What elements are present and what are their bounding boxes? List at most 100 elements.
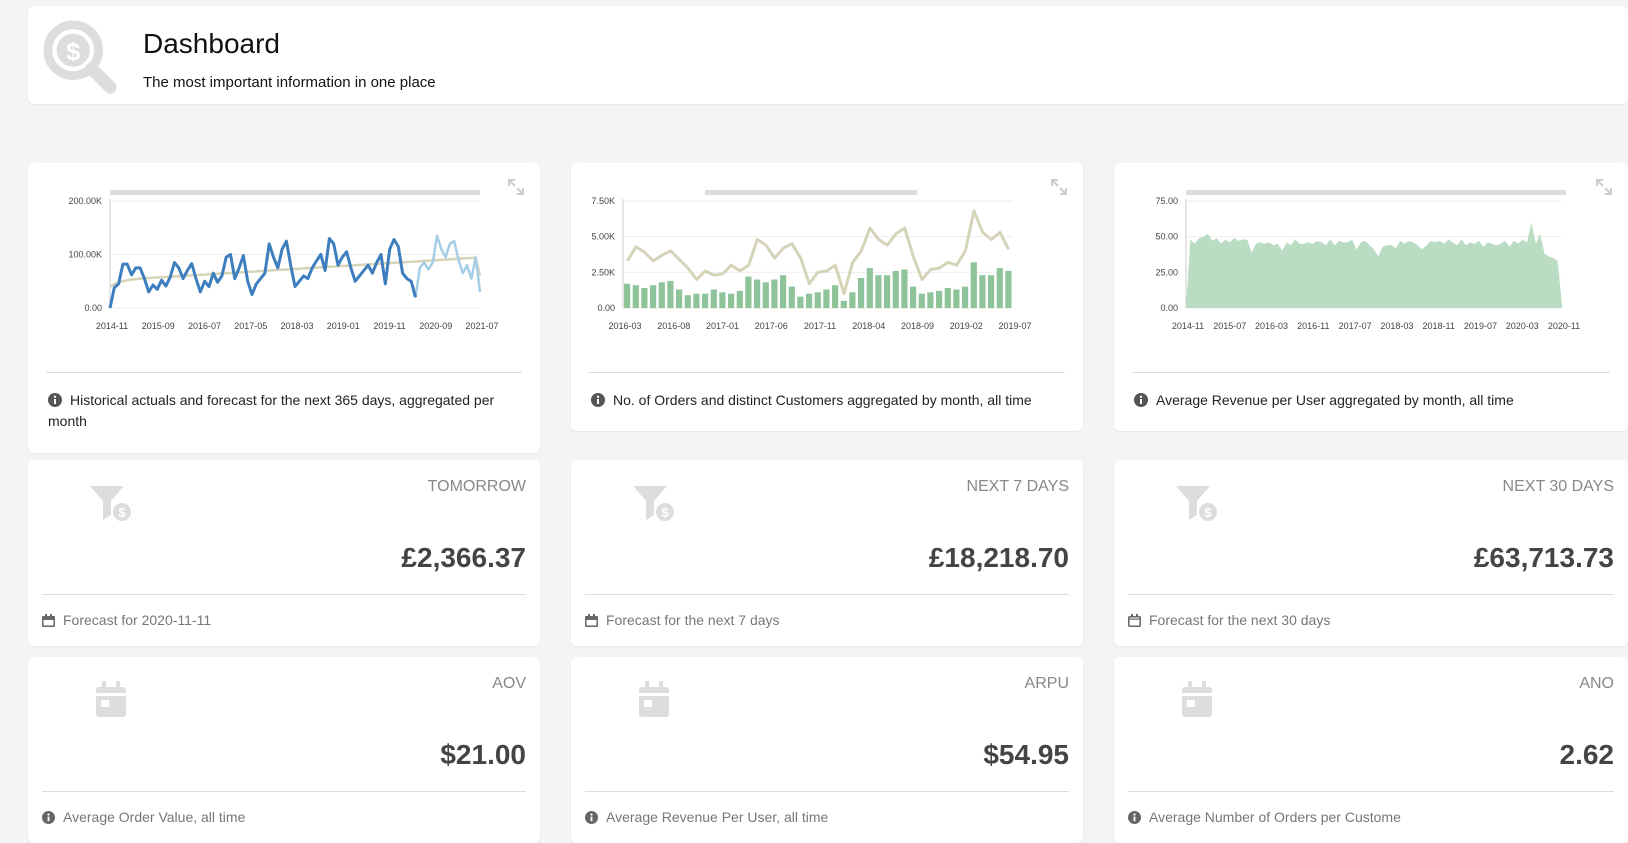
funnel-dollar-icon: $ — [1176, 486, 1219, 523]
x-tick-label: 2020-11 — [1548, 321, 1580, 331]
zoom-brush — [1186, 190, 1566, 195]
stat-card-next-30-days: $ NEXT 30 DAYS £63,713.73 Forecast for t… — [1114, 460, 1628, 646]
divider — [1128, 791, 1614, 792]
x-tick-label: 2018-04 — [852, 321, 885, 331]
info-icon — [591, 393, 605, 407]
bar — [918, 293, 925, 308]
divider — [1132, 372, 1610, 373]
x-tick-label: 2020-03 — [1506, 321, 1539, 331]
x-tick-label: 2017-06 — [755, 321, 788, 331]
series-line — [414, 234, 482, 298]
page-title: Dashboard — [143, 28, 280, 59]
orders-customers-chart: 0.00 2.50K 5.00K 7.50K 2016-03 2016-08 2017-01… — [591, 190, 1032, 331]
svg-text:$: $ — [66, 38, 80, 66]
y-tick-label: 5.00K — [591, 232, 615, 242]
chart-caption: Average Revenue per User aggregated by m… — [1134, 390, 1604, 411]
zoom-brush — [705, 190, 917, 195]
bar — [901, 269, 908, 308]
page-subtitle: The most important information in one pl… — [143, 74, 436, 91]
series-line — [626, 209, 1011, 296]
stat-label: NEXT 7 DAYS — [966, 478, 1069, 495]
bar — [745, 276, 752, 308]
bar — [658, 282, 665, 308]
bar — [1005, 270, 1012, 308]
y-tick-label: 7.50K — [591, 196, 615, 206]
bar — [823, 289, 830, 308]
bar — [832, 285, 839, 308]
x-tick-label: 2021-07 — [465, 321, 498, 331]
y-tick-label: 0.00 — [597, 303, 615, 313]
divider — [42, 791, 526, 792]
bar — [936, 290, 943, 308]
stat-value: £2,366.37 — [401, 542, 526, 573]
stat-card-arpu: ARPU $54.95 Average Revenue Per User, al… — [571, 657, 1083, 843]
divider — [1128, 594, 1614, 595]
bar — [884, 275, 891, 308]
bar — [693, 293, 700, 308]
bar — [979, 275, 986, 308]
expand-icon[interactable] — [506, 177, 526, 197]
bar — [892, 270, 899, 308]
bar — [667, 280, 674, 308]
svg-text:$: $ — [661, 505, 669, 520]
bar — [910, 286, 917, 308]
x-tick-label: 2017-11 — [804, 321, 836, 331]
stat-label: AOV — [492, 675, 526, 692]
stat-footnote-text: Forecast for 2020-11-11 — [63, 612, 212, 628]
bar — [632, 285, 639, 308]
stat-footnote-text: Average Revenue Per User, all time — [606, 809, 829, 825]
series-line — [108, 237, 417, 309]
bar — [970, 262, 977, 308]
bar — [736, 290, 743, 308]
funnel-dollar-icon: $ — [90, 486, 133, 523]
expand-icon[interactable] — [1594, 177, 1614, 197]
chart-caption-text: No. of Orders and distinct Customers agg… — [613, 392, 1032, 408]
calendar-icon — [96, 681, 126, 717]
x-tick-label: 2018-09 — [901, 321, 934, 331]
bar — [840, 300, 847, 308]
bar — [944, 288, 951, 308]
x-tick-label: 2016-11 — [1297, 321, 1329, 331]
stat-footnote: Forecast for the next 30 days — [1128, 612, 1330, 628]
x-tick-label: 2014-11 — [96, 321, 128, 331]
bar — [866, 268, 873, 308]
y-tick-label: 75.00 — [1155, 196, 1178, 206]
stat-footnote-text: Average Number of Orders per Custome — [1149, 809, 1401, 825]
x-tick-label: 2019-07 — [998, 321, 1031, 331]
x-tick-label: 2019-01 — [327, 321, 360, 331]
chart-caption-text: Average Revenue per User aggregated by m… — [1156, 392, 1514, 408]
x-tick-label: 2016-07 — [188, 321, 221, 331]
stat-footnote: Average Revenue Per User, all time — [585, 809, 828, 825]
stat-footnote: Average Number of Orders per Custome — [1128, 809, 1401, 825]
x-tick-label: 2019-02 — [950, 321, 983, 331]
expand-icon[interactable] — [1049, 177, 1069, 197]
y-tick-label: 2.50K — [591, 267, 615, 277]
bar — [797, 296, 804, 308]
y-tick-label: 0.00 — [1160, 303, 1178, 313]
bar — [996, 268, 1003, 308]
bar — [788, 286, 795, 308]
stat-value: $21.00 — [440, 739, 526, 770]
stat-value: £63,713.73 — [1473, 542, 1614, 573]
bar — [676, 289, 683, 308]
svg-text:$: $ — [1204, 505, 1212, 520]
y-tick-label: 100.00K — [68, 250, 102, 260]
bar — [953, 289, 960, 308]
x-tick-label: 2015-09 — [142, 321, 175, 331]
stat-label: TOMORROW — [427, 478, 526, 495]
calendar-outline-icon — [1128, 614, 1141, 627]
bar — [754, 279, 761, 308]
stat-value: £18,218.70 — [928, 542, 1069, 573]
bar — [624, 283, 631, 308]
stat-card-aov: AOV $21.00 Average Order Value, all time — [28, 657, 540, 843]
dashboard-header: $ Dashboard The most important informati… — [28, 6, 1628, 104]
info-icon — [42, 811, 55, 824]
stat-card-next-7-days: $ NEXT 7 DAYS £18,218.70 Forecast for th… — [571, 460, 1083, 646]
bar — [962, 286, 969, 308]
bar — [806, 293, 813, 308]
calendar-solid-icon — [585, 614, 598, 627]
x-tick-label: 2020-09 — [419, 321, 452, 331]
area-series — [1186, 222, 1562, 308]
bar — [719, 292, 726, 308]
bar — [780, 275, 787, 308]
